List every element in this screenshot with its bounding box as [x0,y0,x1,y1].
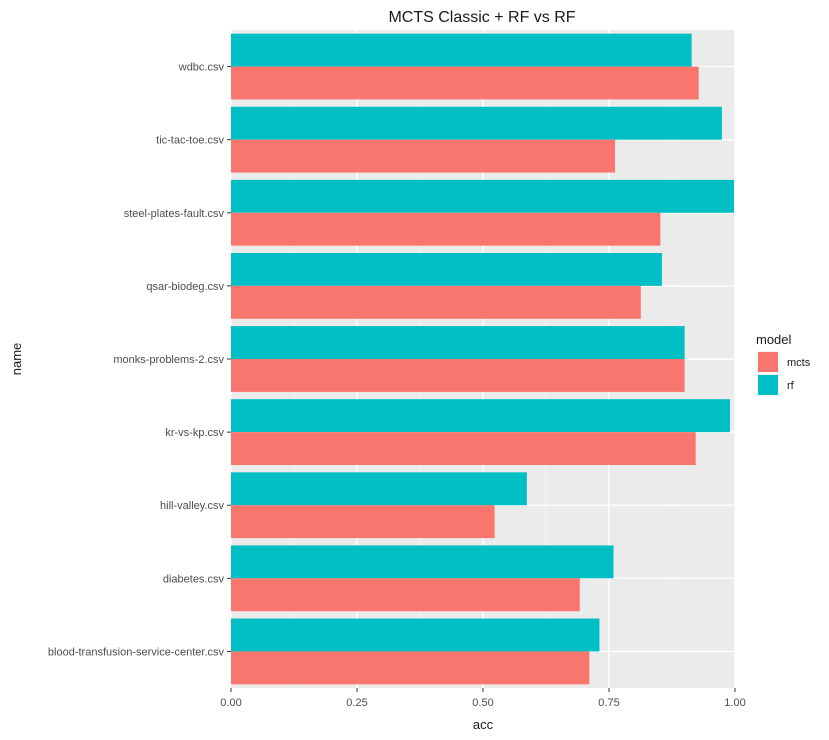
bars [231,33,734,685]
y-tick-label: steel-plates-fault.csv [124,208,225,220]
bar-mcts [231,432,696,466]
chart-title: MCTS Classic + RF vs RF [388,9,575,26]
bar-rf [231,618,600,652]
y-tick-label: blood-transfusion-service-center.csv [48,646,225,658]
y-axis-title: name [9,343,24,376]
bar-mcts [231,505,495,539]
x-tick-label: 1.00 [724,697,745,709]
bar-mcts [231,139,616,173]
legend: model mcts rf [756,332,811,396]
legend-title: model [756,332,792,347]
bar-rf [231,33,692,67]
bar-mcts [231,285,641,319]
legend-key-rf [758,375,778,395]
x-axis: 0.00 0.25 0.50 0.75 1.00 [220,688,746,709]
bar-rf [231,399,730,433]
bar-rf [231,326,685,359]
bar-rf [231,179,734,213]
y-tick-label: kr-vs-kp.csv [165,427,224,439]
y-axis: wdbc.csv tic-tac-toe.csv steel-plates-faul… [48,62,231,658]
x-tick-label: 0.25 [346,697,367,709]
x-tick-label: 0.00 [220,697,241,709]
y-tick-label: wdbc.csv [178,62,225,74]
legend-key-mcts [758,352,778,372]
bar-rf [231,106,722,140]
y-tick-label: hill-valley.csv [160,500,224,512]
y-tick-label: diabetes.csv [163,573,225,585]
bar-mcts [231,578,580,612]
y-tick-label: tic-tac-toe.csv [156,135,224,147]
y-tick-label: monks-problems-2.csv [113,354,224,366]
bar-mcts [231,66,699,100]
bar-mcts [231,359,685,392]
x-axis-title: acc [473,717,494,732]
legend-label-mcts: mcts [787,357,811,369]
x-tick-label: 0.50 [472,697,493,709]
bar-mcts [231,212,661,246]
bar-mcts [231,651,590,685]
bar-rf [231,545,614,579]
bar-rf [231,472,527,506]
y-tick-label: qsar-biodeg.csv [146,281,224,293]
bar-rf [231,252,662,286]
x-tick-label: 0.75 [598,697,619,709]
legend-label-rf: rf [787,380,795,392]
